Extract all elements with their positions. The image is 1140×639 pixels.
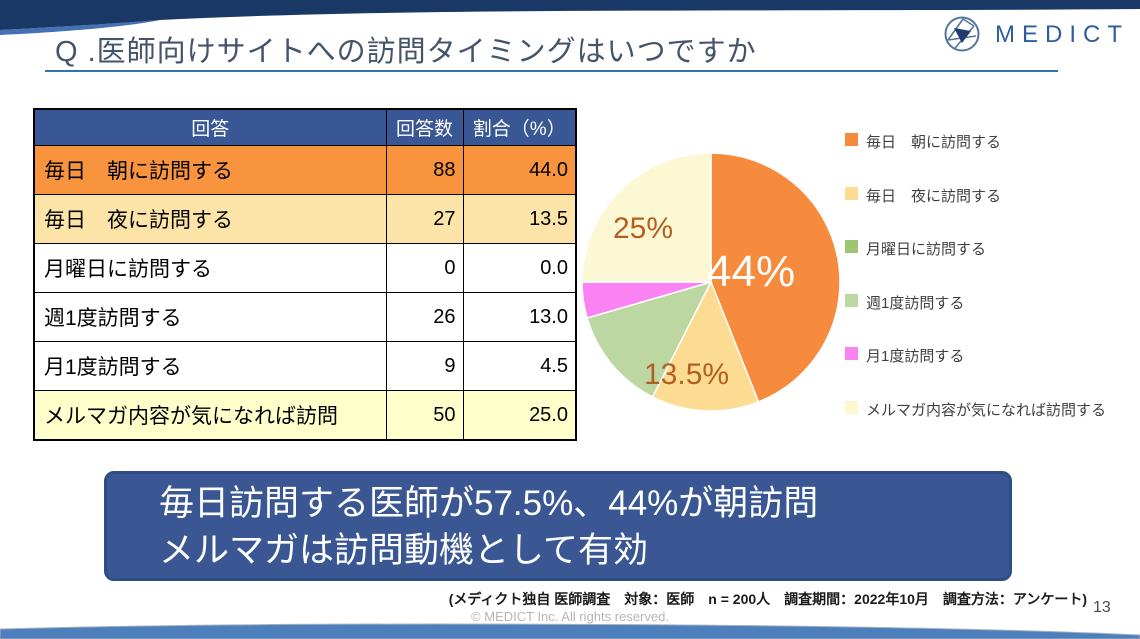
count-cell: 88 xyxy=(385,145,464,195)
table-row: 週1度訪問する 26 13.0 xyxy=(33,292,577,342)
pie-label-44: 44% xyxy=(707,247,796,296)
legend-item: 週1度訪問する xyxy=(845,292,1106,346)
pie-chart xyxy=(581,152,841,412)
count-cell: 0 xyxy=(385,243,464,293)
answer-cell: 週1度訪問する xyxy=(33,292,387,342)
legend-swatch-icon xyxy=(845,293,858,307)
results-table: 回答 回答数 割合（%） 毎日 朝に訪問する 88 44.0 毎日 夜に訪問する… xyxy=(33,108,577,441)
percent-cell: 4.5 xyxy=(462,341,577,391)
title-underline xyxy=(45,70,1058,72)
legend-label: 週1度訪問する xyxy=(866,294,965,312)
answer-cell: メルマガ内容が気になれば訪問 xyxy=(33,390,387,441)
percent-cell: 44.0 xyxy=(462,145,577,195)
legend-label: 毎日 夜に訪問する xyxy=(866,187,1002,205)
legend-label: 毎日 朝に訪問する xyxy=(866,134,1002,151)
header-count: 回答数 xyxy=(385,108,464,146)
pie-slice xyxy=(581,152,712,283)
table-row: 月曜日に訪問する 0 0.0 xyxy=(33,243,577,293)
top-decorative-band xyxy=(0,0,1140,35)
answer-cell: 毎日 朝に訪問する xyxy=(33,145,387,195)
survey-source-note: (メディクト独自 医師調査 対象：医師 n = 200人 調査期間：2022年1… xyxy=(448,591,1087,607)
page-number: 13 xyxy=(1093,599,1111,616)
legend-item: 月1度訪問する xyxy=(845,345,1106,399)
percent-cell: 13.0 xyxy=(462,292,577,342)
legend-item: 月曜日に訪問する xyxy=(845,238,1106,292)
legend-swatch-icon xyxy=(845,186,858,200)
bottom-decorative-wave xyxy=(0,623,1140,639)
header-percent: 割合（%） xyxy=(462,108,577,146)
count-cell: 9 xyxy=(385,341,464,391)
count-cell: 50 xyxy=(385,390,464,441)
pie-slice xyxy=(710,152,841,403)
legend-item: メルマガ内容が気になれば訪問する xyxy=(845,399,1106,453)
legend-swatch-icon xyxy=(845,400,858,414)
count-cell: 27 xyxy=(385,194,464,244)
pie-label-13_5: 13.5% xyxy=(644,358,730,391)
count-cell: 26 xyxy=(385,292,464,342)
legend-item: 毎日 夜に訪問する xyxy=(845,185,1106,239)
legend-swatch-icon xyxy=(845,347,858,360)
medict-logo-icon xyxy=(944,16,980,52)
percent-cell: 25.0 xyxy=(462,390,577,441)
summary-banner: 毎日訪問する医師が57.5%、44%が朝訪問 メルマガは訪問動機として有効 xyxy=(104,471,1012,581)
copyright-text: © MEDICT Inc. All rights reserved. xyxy=(471,609,669,624)
table-row: 毎日 夜に訪問する 27 13.5 xyxy=(33,194,577,244)
pie-label-25: 25% xyxy=(613,212,674,245)
table-row: メルマガ内容が気になれば訪問 50 25.0 xyxy=(33,390,577,441)
medict-logo-text: MEDICT xyxy=(995,21,1129,48)
percent-cell: 0.0 xyxy=(462,243,577,293)
summary-line-1: 毎日訪問する医師が57.5%、44%が朝訪問 xyxy=(159,484,819,523)
legend-swatch-icon xyxy=(845,133,858,146)
chart-legend: 毎日 朝に訪問する 毎日 夜に訪問する 月曜日に訪問する 週1度訪問する 月1度… xyxy=(845,131,1106,452)
answer-cell: 月1度訪問する xyxy=(33,341,387,391)
answer-cell: 毎日 夜に訪問する xyxy=(33,194,387,244)
pie-slice xyxy=(651,280,760,412)
legend-label: 月1度訪問する xyxy=(866,348,965,365)
summary-line-2: メルマガは訪問動機として有効 xyxy=(159,531,648,570)
legend-label: 月曜日に訪問する xyxy=(866,241,987,258)
pie-slice xyxy=(586,280,713,398)
table-row: 毎日 朝に訪問する 88 44.0 xyxy=(33,145,577,195)
legend-swatch-icon xyxy=(845,240,858,253)
medict-logo: MEDICT xyxy=(943,13,1123,55)
table-row: 月1度訪問する 9 4.5 xyxy=(33,341,577,391)
legend-label: メルマガ内容が気になれば訪問する xyxy=(866,401,1107,419)
header-answer: 回答 xyxy=(33,108,387,146)
legend-item: 毎日 朝に訪問する xyxy=(845,131,1106,185)
answer-cell: 月曜日に訪問する xyxy=(33,243,387,293)
table-header-row: 回答 回答数 割合（%） xyxy=(33,108,577,146)
percent-cell: 13.5 xyxy=(462,194,577,244)
slide-title: Q .医師向けサイトへの訪問タイミングはいつですか xyxy=(55,36,757,68)
